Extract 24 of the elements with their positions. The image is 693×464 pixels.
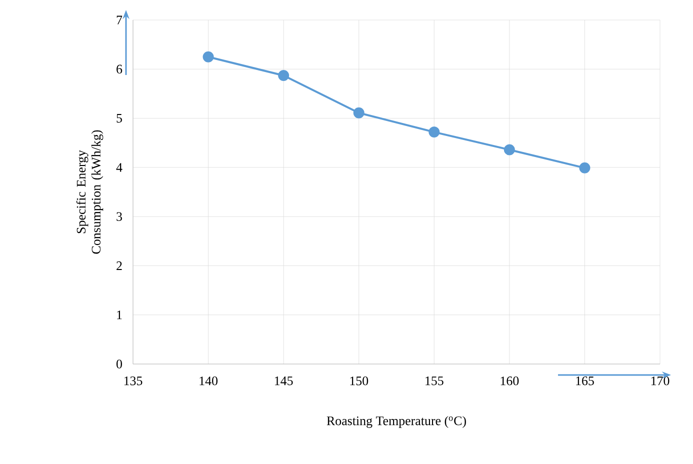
x-tick-label: 165 [576, 376, 594, 386]
point [202, 51, 214, 62]
point [278, 70, 290, 82]
point [353, 107, 364, 118]
point [428, 126, 440, 138]
point [504, 144, 515, 156]
x-tick-label: 140 [200, 376, 218, 386]
x-tick-label: 135 [124, 376, 142, 386]
y-axis-title: Specific Energy Consumption (kWh/kg) [76, 130, 104, 254]
x-tick-label: 170 [651, 376, 670, 386]
y-tick-label: 6 [116, 64, 122, 74]
x-tick-label: 145 [275, 376, 293, 386]
y-tick-label: 4 [116, 163, 122, 172]
y-tick-label: 1 [117, 310, 122, 320]
y-tick-label: 5 [116, 114, 122, 123]
point [579, 162, 590, 174]
x-tick-label: 150 [350, 376, 368, 386]
y-tick-label: 7 [116, 16, 122, 24]
y-tick-label: 3 [116, 212, 122, 221]
y-tick-label: 0 [116, 360, 122, 368]
y-tick-label: 2 [116, 261, 122, 270]
x-tick-label: 160 [500, 376, 519, 386]
x-tick-label: 155 [426, 376, 444, 386]
x-axis-title: Roasting Temperature ($^{o}$C) [326, 416, 466, 428]
